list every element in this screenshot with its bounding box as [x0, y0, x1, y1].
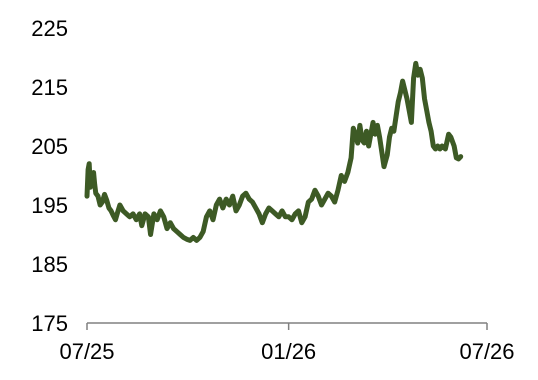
y-tick-label: 175: [31, 311, 68, 336]
x-tick-label: 07/26: [459, 339, 514, 364]
x-tick-label: 01/26: [261, 339, 316, 364]
y-tick-label: 225: [31, 16, 68, 41]
y-tick-label: 195: [31, 193, 68, 218]
series-line: [84, 60, 464, 243]
x-tick-label: 07/25: [59, 339, 114, 364]
y-tick-label: 185: [31, 252, 68, 277]
y-tick-label: 215: [31, 75, 68, 100]
tick-labels: 07/25 01/26 07/26 175 185 195 205 215 225: [31, 16, 514, 364]
y-tick-label: 205: [31, 134, 68, 159]
series-layer: [84, 60, 464, 243]
axes: [86, 322, 488, 330]
